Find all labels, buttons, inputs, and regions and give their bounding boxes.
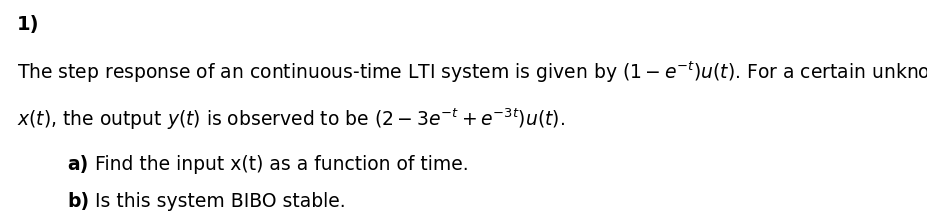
Text: 1): 1) xyxy=(17,15,39,34)
Text: Is this system BIBO stable.: Is this system BIBO stable. xyxy=(95,192,346,211)
Text: The step response of an continuous-time LTI system is given by $(1 - e^{-t})u(t): The step response of an continuous-time … xyxy=(17,60,927,85)
Text: a): a) xyxy=(68,155,89,174)
Text: Find the input x(t) as a function of time.: Find the input x(t) as a function of tim… xyxy=(95,155,469,174)
Text: b): b) xyxy=(68,192,90,211)
Text: $x(t)$, the output $y(t)$ is observed to be $(2 - 3e^{-t} + e^{-3t})u(t)$.: $x(t)$, the output $y(t)$ is observed to… xyxy=(17,106,565,131)
